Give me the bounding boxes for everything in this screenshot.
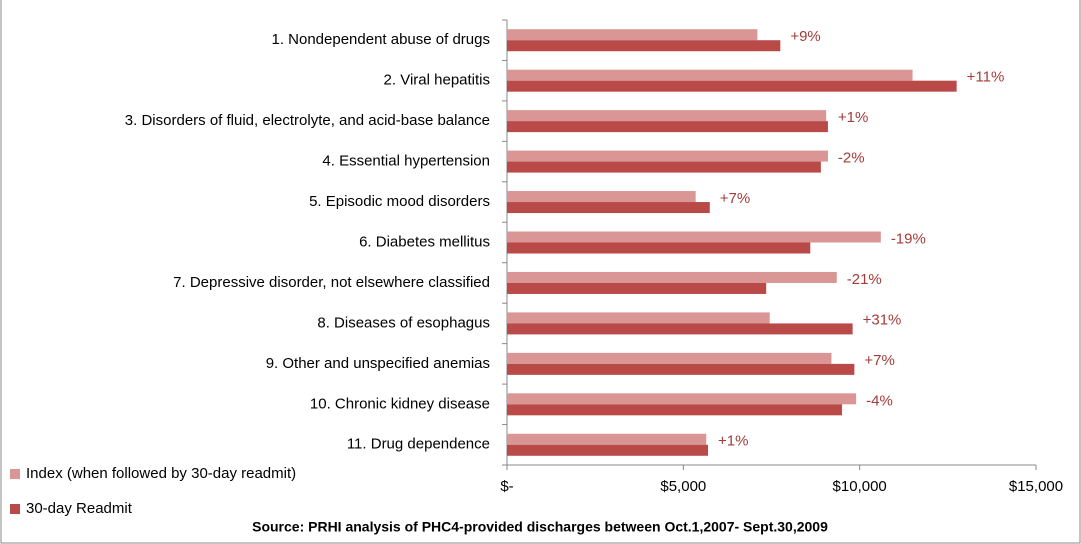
y-tick-label: 11. Drug dependence	[347, 436, 490, 453]
bar	[507, 121, 828, 133]
y-tick-label: 6. Diabetes mellitus	[359, 233, 490, 250]
change-label: +31%	[863, 311, 902, 328]
y-tick-label: 8. Diseases of esophagus	[317, 314, 490, 331]
change-label: +11%	[967, 69, 1005, 86]
bar	[507, 433, 707, 445]
change-label: +9%	[790, 28, 820, 45]
legend-label: 30-day Readmit	[26, 500, 133, 517]
bar	[507, 40, 781, 52]
change-label: +7%	[864, 352, 894, 369]
bar	[507, 161, 821, 173]
bar	[507, 80, 957, 92]
bar	[507, 191, 696, 203]
bar	[507, 352, 832, 364]
bar	[507, 231, 881, 243]
y-tick-label: 1. Nondependent abuse of drugs	[271, 31, 490, 48]
bar	[507, 271, 837, 283]
bar	[507, 150, 828, 162]
x-tick-label: $10,000	[833, 478, 887, 495]
legend-swatch	[10, 469, 20, 479]
bar	[507, 242, 811, 254]
change-label: +1%	[838, 109, 868, 126]
bar	[507, 29, 758, 41]
change-label: -4%	[866, 392, 893, 409]
y-tick-label: 7. Depressive disorder, not elsewhere cl…	[173, 274, 490, 291]
bar	[507, 393, 857, 405]
change-label: -2%	[838, 150, 865, 167]
bar	[507, 69, 913, 81]
bar	[507, 323, 853, 335]
bar	[507, 363, 855, 375]
x-tick-label: $5,000	[660, 478, 706, 495]
bar	[507, 110, 827, 122]
y-tick-label: 3. Disorders of fluid, electrolyte, and …	[125, 112, 490, 129]
y-tick-label: 5. Episodic mood disorders	[309, 193, 490, 210]
bar	[507, 282, 767, 294]
x-tick-label: $-	[500, 478, 513, 495]
bar	[507, 444, 709, 456]
change-label: +7%	[720, 190, 750, 207]
bar	[507, 404, 843, 416]
source: Source: PRHI analysis of PHC4-provided d…	[252, 519, 828, 535]
bar	[507, 312, 770, 324]
x-tick-label: $15,000	[1009, 478, 1063, 495]
y-tick-label: 9. Other and unspecified anemias	[266, 355, 490, 372]
y-tick-label: 4. Essential hypertension	[322, 153, 490, 170]
change-label: +1%	[718, 433, 748, 450]
change-label: -21%	[847, 271, 882, 288]
change-label: -19%	[891, 230, 926, 247]
bar	[507, 202, 710, 214]
legend-label: Index (when followed by 30-day readmit)	[26, 465, 296, 482]
legend-swatch	[10, 504, 20, 514]
y-tick-label: 2. Viral hepatitis	[384, 72, 490, 89]
y-tick-label: 10. Chronic kidney disease	[310, 395, 490, 412]
